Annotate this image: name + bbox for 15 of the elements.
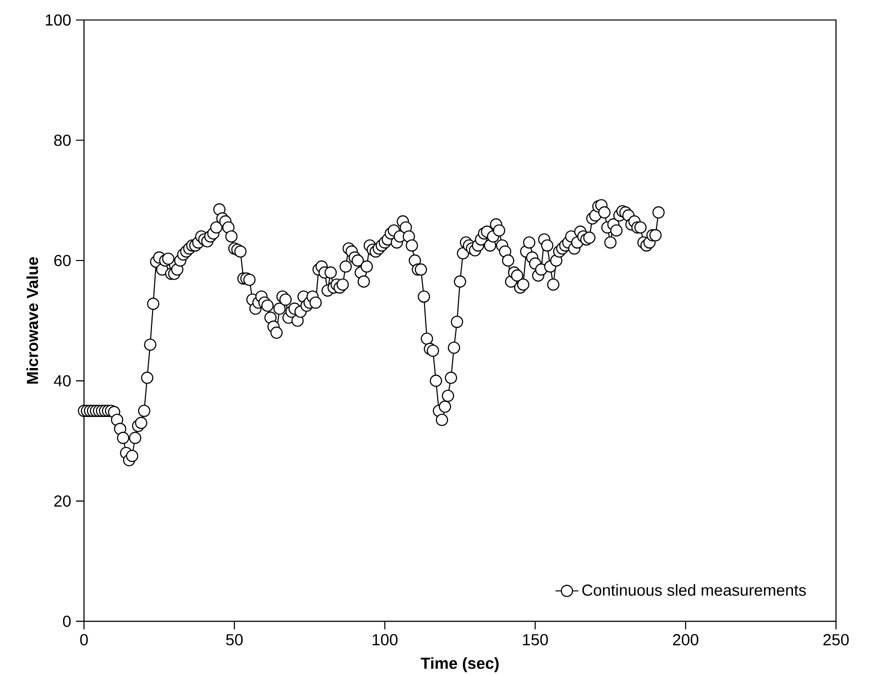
y-tick-label: 0 xyxy=(63,616,71,628)
x-axis-title: Time (sec) xyxy=(420,657,499,672)
y-tick-label: 100 xyxy=(46,14,71,26)
x-tick-label: 0 xyxy=(80,634,88,646)
x-tick-label: 250 xyxy=(823,634,849,646)
x-tick-label: 200 xyxy=(673,634,698,646)
x-tick-label: 100 xyxy=(372,634,398,646)
legend-label: Continuous sled measurements xyxy=(582,584,806,596)
y-tick-label: 20 xyxy=(54,496,71,507)
y-tick-label: 60 xyxy=(54,255,71,266)
y-tick-label: 40 xyxy=(54,375,71,387)
x-tick-label: 50 xyxy=(226,634,243,646)
y-axis-title: Microwave Value xyxy=(26,257,38,384)
x-tick-label: 150 xyxy=(523,634,548,646)
y-tick-label: 80 xyxy=(54,134,71,146)
